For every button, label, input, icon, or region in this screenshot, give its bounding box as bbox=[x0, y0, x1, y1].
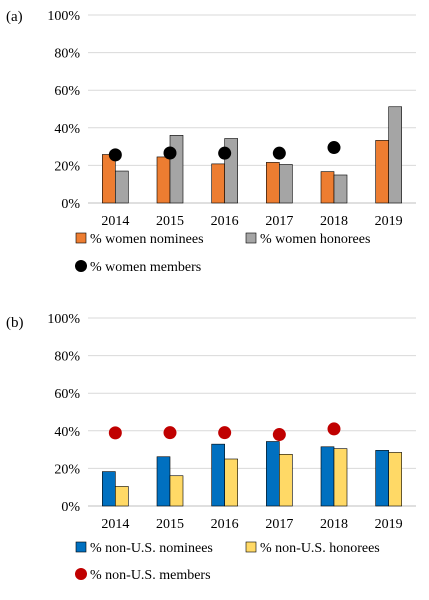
bar bbox=[375, 140, 389, 204]
y-tick-label: 100% bbox=[47, 312, 80, 327]
data-point bbox=[327, 141, 341, 155]
legend-swatch bbox=[245, 232, 257, 244]
y-tick-label: 60% bbox=[54, 84, 80, 99]
panel-a-chart: (a) 0% 20% 40% 60% 80% 100% 2014 2015 2016 2017 201… bbox=[6, 9, 416, 275]
bar bbox=[102, 471, 116, 507]
bar bbox=[156, 156, 171, 204]
y-tick-label: 40% bbox=[54, 122, 80, 137]
x-tick-label: 2014 bbox=[101, 517, 129, 532]
x-tick-label: 2018 bbox=[320, 214, 348, 229]
x-tick-label: 2016 bbox=[211, 517, 239, 532]
legend-label: % non-U.S. members bbox=[90, 568, 211, 583]
legend-label: % women honorees bbox=[260, 232, 370, 247]
x-tick-label: 2019 bbox=[375, 214, 403, 229]
data-point bbox=[163, 426, 177, 440]
bar bbox=[279, 453, 293, 507]
legend-swatch bbox=[245, 541, 257, 553]
y-tick-label: 0% bbox=[61, 500, 80, 515]
data-point bbox=[327, 422, 341, 436]
legend-swatch bbox=[75, 541, 87, 553]
legend-label: % non-U.S. nominees bbox=[90, 541, 213, 556]
legend-marker bbox=[75, 568, 87, 580]
bar bbox=[102, 154, 116, 204]
bar bbox=[320, 446, 335, 507]
y-tick-label: 40% bbox=[54, 425, 80, 440]
y-tick-label: 0% bbox=[61, 197, 80, 212]
bar bbox=[169, 135, 184, 204]
data-point bbox=[272, 428, 286, 442]
y-tick-label: 60% bbox=[54, 387, 80, 402]
x-tick-label: 2019 bbox=[375, 517, 403, 532]
data-point bbox=[272, 146, 286, 160]
legend-label: % non-U.S. honorees bbox=[260, 541, 380, 556]
bar bbox=[224, 458, 238, 507]
panel-label: (a) bbox=[6, 9, 23, 25]
y-tick-label: 80% bbox=[54, 350, 80, 365]
data-point bbox=[218, 146, 232, 160]
bar bbox=[115, 486, 129, 507]
legend-swatch bbox=[75, 232, 87, 244]
legend-label: % women nominees bbox=[90, 232, 204, 247]
x-tick-label: 2015 bbox=[156, 517, 184, 532]
data-point bbox=[218, 426, 232, 440]
bar bbox=[115, 170, 129, 204]
bar bbox=[279, 164, 293, 204]
panel-b-chart: (b) 0% 20% 40% 60% 80% 100% 2014 2015 2016 2017 201… bbox=[6, 312, 416, 583]
bar bbox=[169, 475, 184, 507]
x-tick-label: 2014 bbox=[101, 214, 129, 229]
x-tick-label: 2018 bbox=[320, 517, 348, 532]
y-tick-label: 80% bbox=[54, 47, 80, 62]
bar bbox=[375, 450, 389, 507]
x-tick-label: 2016 bbox=[211, 214, 239, 229]
bar bbox=[320, 171, 335, 204]
x-tick-label: 2017 bbox=[265, 517, 293, 532]
bar bbox=[266, 441, 280, 507]
panel-label: (b) bbox=[6, 315, 24, 331]
bar bbox=[333, 448, 348, 507]
y-tick-label: 20% bbox=[54, 159, 80, 174]
x-tick-label: 2015 bbox=[156, 214, 184, 229]
y-tick-label: 100% bbox=[47, 9, 80, 24]
y-tick-label: 20% bbox=[54, 462, 80, 477]
bar bbox=[333, 174, 348, 204]
bar bbox=[388, 106, 402, 204]
data-point bbox=[108, 426, 122, 440]
data-point bbox=[163, 146, 177, 160]
x-tick-label: 2017 bbox=[265, 214, 293, 229]
bar bbox=[266, 162, 280, 204]
legend-marker bbox=[75, 260, 87, 272]
bar bbox=[211, 443, 225, 507]
legend-label: % women members bbox=[90, 260, 201, 275]
data-point bbox=[108, 148, 122, 162]
bar bbox=[388, 452, 402, 507]
bar bbox=[211, 163, 225, 204]
bar bbox=[156, 456, 171, 507]
